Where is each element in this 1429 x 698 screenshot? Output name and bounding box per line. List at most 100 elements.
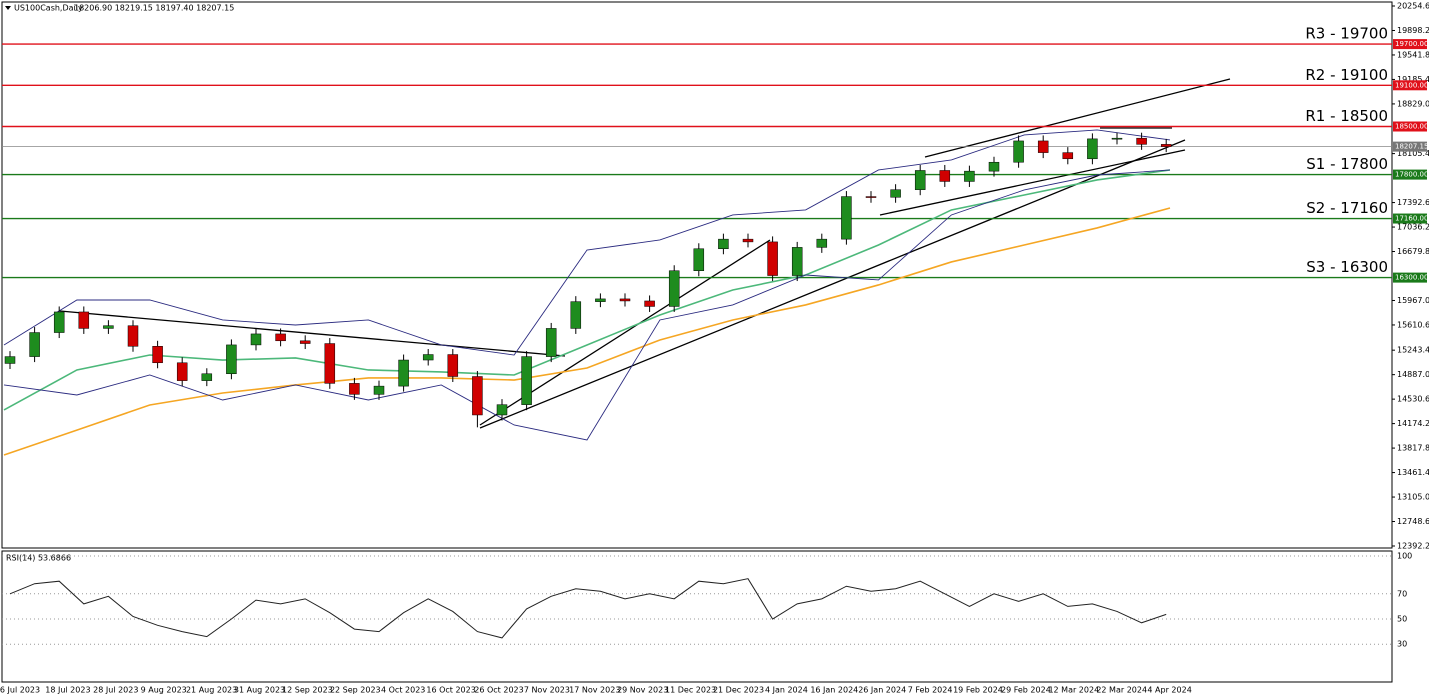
x-tick-label: 17 Nov 2023 <box>569 686 620 695</box>
x-tick-label: 21 Dec 2023 <box>713 686 764 695</box>
y-tick-label: 100 <box>1397 552 1412 561</box>
candle-body <box>103 325 114 329</box>
x-tick-label: 7 Nov 2023 <box>524 686 570 695</box>
level-label: R3 - 19700 <box>1305 25 1388 43</box>
y-tick-label: 17036.20 <box>1397 223 1429 232</box>
candle-body <box>890 189 901 198</box>
candle-body <box>176 362 188 381</box>
x-tick-label: 6 Jul 2023 <box>0 686 40 695</box>
trendline <box>59 310 566 357</box>
candle-body <box>349 383 360 395</box>
symbol-title: US100Cash,Daily <box>14 4 83 13</box>
x-tick-label: 21 Aug 2023 <box>186 686 237 695</box>
y-tick-label: 14530.60 <box>1397 395 1429 404</box>
x-tick-label: 18 Jul 2023 <box>45 686 90 695</box>
candle-body <box>545 328 557 357</box>
level-box <box>1393 169 1427 180</box>
level-label: S1 - 17800 <box>1306 155 1388 173</box>
x-tick-label: 31 Aug 2023 <box>234 686 285 695</box>
y-tick-label: 12748.60 <box>1397 517 1429 526</box>
last-price-label: 18207.15 <box>1395 143 1428 151</box>
menu-arrow <box>5 6 11 10</box>
x-tick-label: 28 Jul 2023 <box>93 686 138 695</box>
x-tick-label: 22 Mar 2024 <box>1096 686 1147 695</box>
price-panel <box>1 1 1393 549</box>
y-tick-label: 18829.00 <box>1397 99 1429 108</box>
y-tick-label: 50 <box>1397 615 1407 624</box>
indicator-line <box>3 207 1171 456</box>
level-label: S3 - 16300 <box>1306 258 1388 276</box>
candle-body <box>816 238 828 248</box>
y-tick-label: 19898.20 <box>1397 26 1429 35</box>
x-tick-label: 12 Sep 2023 <box>282 686 333 695</box>
candle-body <box>127 325 139 347</box>
candle-body <box>447 354 459 377</box>
level-box <box>1393 121 1427 132</box>
candle-body <box>201 373 213 381</box>
level-label: S2 - 17160 <box>1306 199 1388 217</box>
level-box-label: 16300.00 <box>1395 274 1428 282</box>
y-tick-label: 15967.00 <box>1397 296 1429 305</box>
indicator-line <box>3 169 1171 411</box>
candle-body <box>988 161 1000 172</box>
candle-body <box>521 356 532 405</box>
candle-body <box>398 359 409 387</box>
level-box <box>1393 213 1427 224</box>
x-tick-label: 4 Apr 2024 <box>1147 686 1191 695</box>
x-tick-label: 9 Aug 2023 <box>141 686 187 695</box>
candle-body <box>1136 137 1147 145</box>
level-box-label: 19100.00 <box>1395 81 1428 89</box>
x-tick-label: 7 Feb 2024 <box>908 686 953 695</box>
candle-body <box>914 170 926 190</box>
level-label: R2 - 19100 <box>1305 66 1388 84</box>
candle-body <box>226 344 237 375</box>
x-tick-label: 22 Sep 2023 <box>330 686 381 695</box>
candle-body <box>152 346 163 364</box>
level-box-label: 19700.00 <box>1395 40 1428 48</box>
y-tick-label: 20254.60 <box>1397 2 1429 11</box>
candle-body <box>668 270 680 307</box>
y-tick-label: 14887.00 <box>1397 370 1429 379</box>
x-tick-label: 16 Jan 2024 <box>810 686 858 695</box>
y-tick-label: 70 <box>1397 589 1407 598</box>
level-box <box>1393 39 1427 50</box>
x-tick-label: 12 Mar 2024 <box>1048 686 1099 695</box>
x-tick-label: 29 Nov 2023 <box>617 686 668 695</box>
trendline <box>924 78 1231 158</box>
trendline <box>479 139 1186 429</box>
rsi-line <box>9 578 1167 639</box>
candle-body <box>939 170 951 182</box>
x-tick-label: 11 Dec 2023 <box>665 686 716 695</box>
rsi-panel <box>1 550 1393 683</box>
candle-body <box>767 241 778 276</box>
rsi-title: RSI(14) 53.6866 <box>6 554 71 563</box>
y-tick-label: 12392.20 <box>1397 542 1429 551</box>
x-tick-label: 4 Oct 2023 <box>381 686 425 695</box>
candle-body <box>324 343 336 384</box>
ohlc-readout: 18206.90 18219.15 18197.40 18207.15 <box>74 4 234 13</box>
indicator-line <box>3 169 1171 441</box>
candle-body <box>496 404 508 416</box>
candle-body <box>373 385 385 395</box>
x-tick-label: 26 Oct 2023 <box>474 686 523 695</box>
candle-body <box>841 196 852 240</box>
y-tick-label: 19541.80 <box>1397 50 1429 59</box>
y-tick-label: 14174.20 <box>1397 419 1429 428</box>
y-tick-label: 15243.40 <box>1397 346 1429 355</box>
candle-body <box>1013 140 1024 163</box>
candle-body <box>4 356 16 364</box>
candle-body <box>791 247 803 276</box>
level-label: R1 - 18500 <box>1305 107 1388 125</box>
candle-body <box>275 333 286 342</box>
y-tick-label: 13461.40 <box>1397 468 1429 477</box>
candle-body <box>595 298 606 302</box>
candle-body <box>250 333 262 346</box>
level-box <box>1393 272 1427 283</box>
x-tick-label: 16 Oct 2023 <box>426 686 475 695</box>
candle-body <box>1111 137 1123 140</box>
indicator-line <box>3 129 1171 356</box>
candle-body <box>53 311 65 333</box>
last-price-box <box>1393 141 1427 152</box>
candle-body <box>693 248 705 271</box>
